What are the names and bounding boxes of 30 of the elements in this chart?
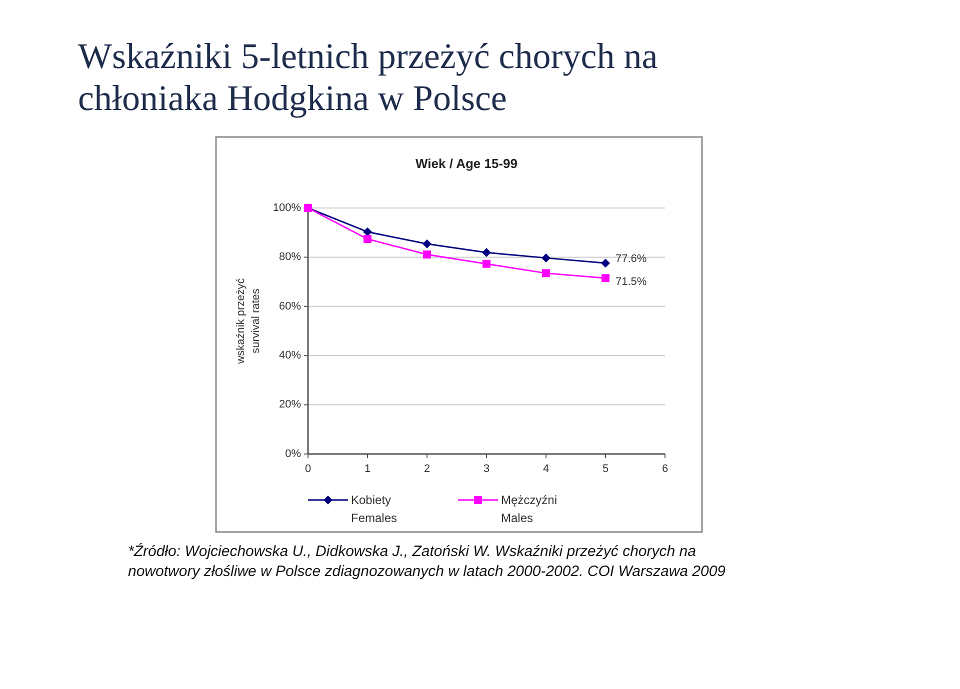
- y-axis-title: wskaźnik przeżyć survival rates: [235, 278, 262, 365]
- x-tick-label: 2: [424, 463, 430, 475]
- point: [542, 253, 550, 262]
- text: *Źródło: Wojciechowska U., Didkowska J., Zatoński W. Wskaźniki przeżyć chorych na nowotwory złośliwe w Polsce zdiagnozowanych w latach 2000-2002. COI Warszawa 2009: [128, 542, 726, 580]
- point: [601, 258, 610, 268]
- y-tick-label: 60%: [278, 300, 302, 312]
- y-tick-label: 20%: [278, 398, 302, 411]
- point: [482, 248, 491, 258]
- x-tick-label: 3: [483, 463, 490, 475]
- point: [602, 274, 610, 282]
- data-label: 71.5%: [616, 276, 647, 288]
- y-tick-label: 100%: [272, 202, 302, 214]
- legend-label: Kobiety Females: [351, 493, 398, 525]
- x-tick-label: 0: [304, 463, 312, 475]
- point: [423, 250, 431, 258]
- chart-title: Wskaźniki 5-letnich przeżyć chorych na chłoniaka Hodgkina w Polsce: [78, 36, 658, 118]
- x-tick-label: 4: [542, 463, 550, 475]
- x-tick-label: 5: [602, 463, 609, 475]
- y-tick-label: 40%: [278, 350, 302, 362]
- x-tick-label: 1: [364, 463, 371, 475]
- point: [482, 260, 490, 268]
- legend-label: Mężczyźni Males: [501, 493, 558, 525]
- y-tick-label: 80%: [278, 251, 302, 264]
- y-tick-label: 0%: [285, 448, 302, 460]
- chart-subtitle: Wiek / Age 15-99: [415, 156, 518, 171]
- point: [542, 269, 550, 278]
- point: [364, 234, 372, 243]
- x-tick-label: 6: [662, 463, 668, 475]
- data-label: 77.6%: [616, 253, 647, 266]
- point: [422, 239, 432, 248]
